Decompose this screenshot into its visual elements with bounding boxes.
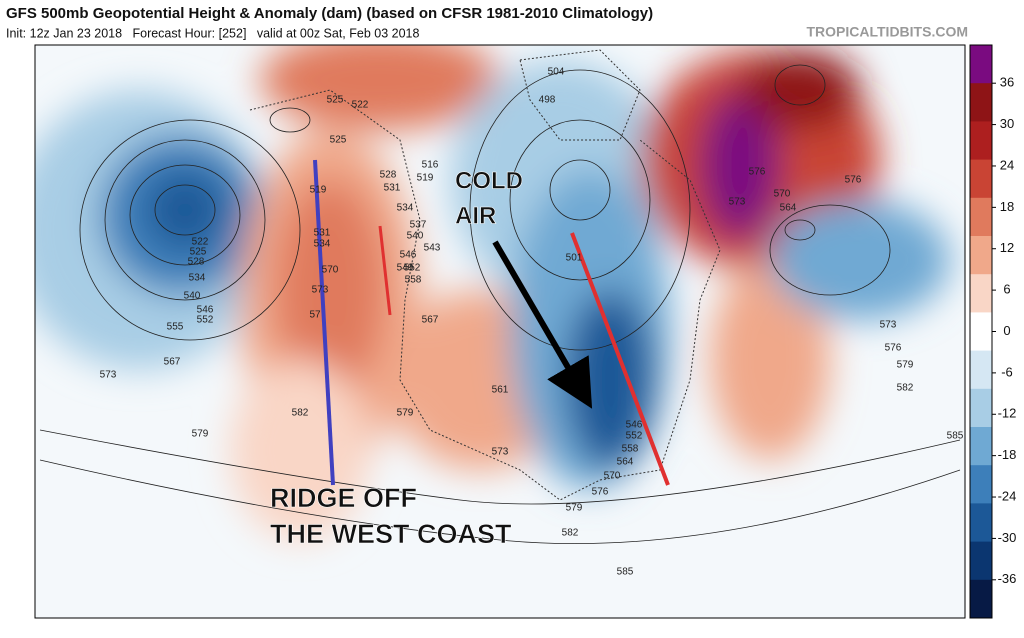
contour-label: 579	[566, 503, 583, 514]
contour-label: 537	[410, 220, 427, 231]
colorbar-swatch	[970, 236, 992, 275]
contour-label: 534	[397, 203, 414, 214]
annotation: THE WEST COAST	[270, 519, 512, 549]
colorbar-swatch	[970, 197, 992, 237]
contour-label: 540	[407, 231, 424, 242]
contour-label: 525	[190, 247, 207, 258]
contour-label: 528	[380, 170, 397, 181]
colorbar-swatch	[970, 274, 992, 313]
contour-label: 564	[617, 457, 634, 468]
contour-label: 519	[417, 173, 434, 184]
contour-label: 504	[548, 67, 565, 78]
contour-label: 534	[314, 239, 331, 250]
contour-label: 576	[592, 487, 609, 498]
colorbar-swatch	[970, 503, 992, 543]
colorbar-swatch	[970, 121, 992, 161]
site-name: TROPICALTIDBITS.COM	[806, 24, 968, 40]
subtitle: Init: 12z Jan 23 2018 Forecast Hour: [25…	[6, 26, 419, 40]
contour-label: 555	[167, 322, 184, 333]
contour-label: 582	[562, 528, 579, 539]
colorbar-label: -6	[1001, 364, 1013, 379]
contour-label: 564	[780, 203, 797, 214]
contour-label: 552	[626, 431, 643, 442]
colorbar-label: -30	[998, 530, 1017, 545]
contour-label: 579	[192, 429, 209, 440]
contour-label: 546	[400, 250, 417, 261]
colorbar-swatch	[970, 45, 992, 84]
contour-label: 573	[312, 285, 329, 296]
annotation: COLD	[455, 167, 523, 194]
contour-label: 519	[310, 185, 327, 196]
contour-label: 585	[947, 431, 964, 442]
contour-label: 573	[880, 320, 897, 331]
contour-label: 528	[188, 257, 205, 268]
colorbar-swatch	[970, 579, 992, 619]
colorbar-label: 36	[1000, 75, 1014, 90]
contour-label: 573	[729, 197, 746, 208]
colorbar-label: -18	[998, 447, 1017, 462]
colorbar-swatch	[970, 465, 992, 504]
contour-label: 57	[309, 310, 321, 321]
colorbar-label: -12	[998, 406, 1017, 421]
colorbar-label: 0	[1003, 323, 1010, 338]
contour-label: 579	[897, 360, 914, 371]
colorbar-label: 18	[1000, 199, 1014, 214]
contour-label: 570	[322, 265, 339, 276]
colorbar-swatch	[970, 541, 992, 581]
colorbar-label: 6	[1003, 282, 1010, 297]
contour-label: 546	[197, 305, 214, 316]
contour-label: 558	[622, 444, 639, 455]
contour-label: 552	[404, 263, 421, 274]
contour-label: 525	[327, 95, 344, 106]
contour-label: 522	[352, 100, 369, 111]
contour-label: 561	[492, 385, 509, 396]
colorbar-label: 30	[1000, 116, 1014, 131]
colorbar-swatch	[970, 388, 992, 428]
contour-label: 567	[422, 315, 439, 326]
title: GFS 500mb Geopotential Height & Anomaly …	[6, 5, 653, 22]
contour-label: 516	[422, 160, 439, 171]
contour-label: 543	[424, 243, 441, 254]
contour-label: 525	[330, 135, 347, 146]
map: 525 5225255195285315165195345375405435465…	[35, 45, 965, 618]
contour-label: 540	[184, 291, 201, 302]
colorbar-swatch	[970, 83, 992, 122]
annotation: RIDGE OFF	[270, 483, 417, 513]
contour-label: 546	[626, 420, 643, 431]
contour-label: 570	[774, 189, 791, 200]
colorbar-label: 12	[1000, 240, 1014, 255]
contour-label: 576	[749, 167, 766, 178]
contour-label: 531	[314, 228, 331, 239]
colorbar-label: 24	[1000, 157, 1014, 172]
contour-label: 579	[397, 408, 414, 419]
map-frame	[34, 44, 966, 619]
colorbar-label: -36	[998, 571, 1017, 586]
colorbar-swatch	[970, 312, 992, 352]
contour-label: 558	[405, 275, 422, 286]
colorbar-frame	[969, 44, 993, 619]
contour-label: 573	[492, 447, 509, 458]
contour-label: 531	[384, 183, 401, 194]
contour-label: 570	[604, 471, 621, 482]
contour-label: 567	[164, 357, 181, 368]
colorbar-swatch	[970, 427, 992, 466]
contour-label: 501	[566, 253, 583, 264]
contour-label: 573	[100, 370, 117, 381]
colorbar-label: -24	[998, 488, 1017, 503]
contour-label: 582	[292, 408, 309, 419]
contour-label: 522	[192, 237, 209, 248]
contour-label: 576	[845, 175, 862, 186]
contour-label: 552	[197, 315, 214, 326]
colorbar-swatch	[970, 159, 992, 199]
contour-label: 582	[897, 383, 914, 394]
annotation: AIR	[455, 202, 496, 229]
contour-label: 549	[397, 263, 414, 274]
contour-label: 585	[617, 567, 634, 578]
contour-label: 576	[885, 343, 902, 354]
contour-label: 498	[539, 95, 556, 106]
colorbar-swatch	[970, 350, 992, 390]
contour-label: 534	[189, 273, 206, 284]
